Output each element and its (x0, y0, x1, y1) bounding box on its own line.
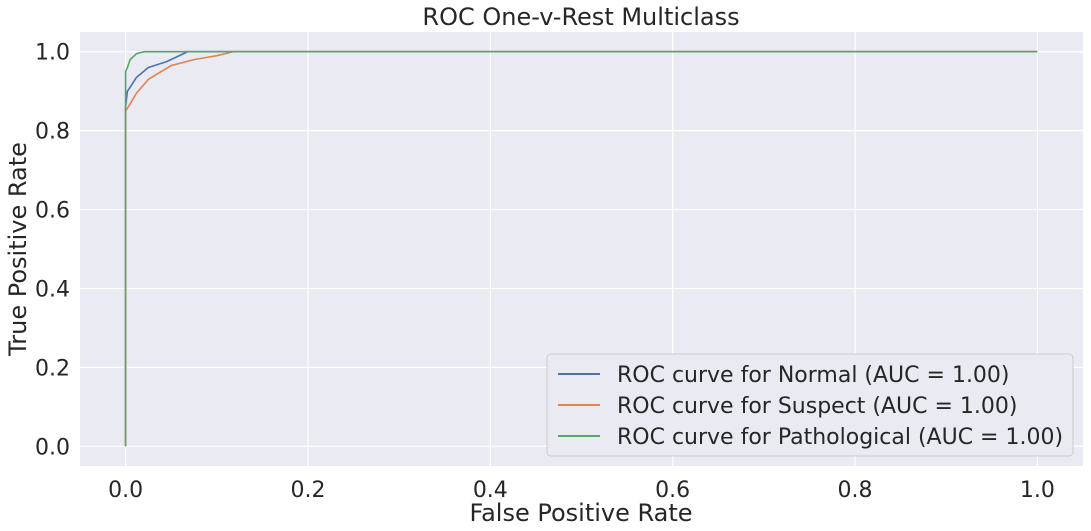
x-tick-label: 0.2 (290, 478, 325, 503)
y-tick-label: 0.2 (35, 356, 70, 381)
y-tick-label: 1.0 (35, 41, 70, 66)
legend-label-normal: ROC curve for Normal (AUC = 1.00) (617, 363, 1010, 388)
x-tick-label: 1.0 (1020, 478, 1055, 503)
legend: ROC curve for Normal (AUC = 1.00) ROC cur… (546, 353, 1074, 457)
legend-label-suspect: ROC curve for Suspect (AUC = 1.00) (617, 394, 1018, 419)
y-axis-label: True Positive Rate (4, 142, 32, 357)
roc-line-pathological (124, 50, 1038, 447)
series-layer (124, 50, 1038, 447)
legend-label-pathological: ROC curve for Pathological (AUC = 1.00) (617, 425, 1063, 450)
roc-line-suspect (124, 50, 1038, 447)
legend-box (546, 353, 1074, 457)
tick-labels: 0.0 0.2 0.4 0.6 0.8 1.0 0.0 0.2 0.4 0.6 0.8 1.0 (35, 41, 1055, 503)
x-tick-label: 0.0 (108, 478, 143, 503)
y-tick-label: 0.6 (35, 199, 70, 224)
chart-title: ROC One-v-Rest Multiclass (422, 3, 739, 31)
y-tick-label: 0.0 (35, 435, 70, 460)
x-tick-label: 0.4 (473, 478, 508, 503)
x-axis-label: False Positive Rate (469, 499, 692, 527)
y-tick-label: 0.8 (35, 120, 70, 145)
y-tick-label: 0.4 (35, 277, 70, 302)
x-tick-label: 0.6 (655, 478, 690, 503)
x-tick-label: 0.8 (838, 478, 873, 503)
